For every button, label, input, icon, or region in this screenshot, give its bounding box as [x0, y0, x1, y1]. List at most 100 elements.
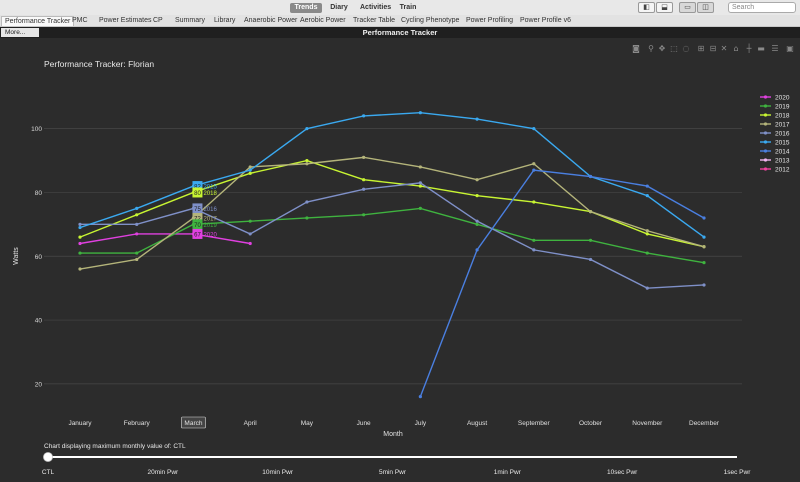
data-point-2018[interactable]: [305, 158, 309, 163]
data-point-2018[interactable]: [532, 200, 536, 204]
legend-label[interactable]: 2013: [775, 158, 790, 165]
data-point-2014[interactable]: [418, 395, 422, 399]
chart-tab-pmc[interactable]: PMC: [72, 17, 88, 24]
data-point-2017[interactable]: [532, 162, 536, 166]
chart-tab-anaerobic-power[interactable]: Anaerobic Power: [244, 17, 298, 24]
data-point-2019[interactable]: [588, 238, 593, 242]
zoom-out-icon[interactable]: ⊟: [710, 44, 717, 53]
data-point-2018[interactable]: [135, 213, 139, 217]
reset-axes-icon[interactable]: ⌂: [733, 44, 738, 53]
slider-stop-label[interactable]: 20min Pwr: [147, 469, 179, 476]
chart-tab-aerobic-power[interactable]: Aerobic Power: [300, 17, 346, 24]
slider-stop-label[interactable]: 1sec Pwr: [724, 469, 752, 476]
slider-stop-label[interactable]: CTL: [42, 469, 55, 476]
data-point-2019[interactable]: [645, 251, 649, 255]
lasso-icon[interactable]: ◌: [683, 44, 690, 53]
data-point-2019[interactable]: [702, 261, 706, 265]
plotly-logo-icon[interactable]: ▣: [786, 44, 794, 53]
data-point-2015[interactable]: [475, 117, 479, 121]
data-point-2018[interactable]: [475, 194, 479, 198]
slider-stop-label[interactable]: 5min Pwr: [379, 469, 407, 476]
data-point-2019[interactable]: [475, 222, 479, 226]
chart-tab-power-profiling[interactable]: Power Profiling: [466, 17, 514, 24]
mode-tab-activities[interactable]: Activities: [360, 4, 392, 11]
performance-chart[interactable]: ◙ ⚲ ✥ ⬚ ◌ ⊞ ⊟ ✕ ⌂ ┼ ▬ ☰ ▣ Performance Tracker: Floria…: [0, 38, 800, 482]
more-button[interactable]: More...: [1, 28, 39, 37]
search-input[interactable]: Search: [728, 2, 796, 13]
zoom-in-icon[interactable]: ⊞: [698, 44, 705, 53]
data-point-2019[interactable]: [532, 238, 536, 242]
data-point-2016[interactable]: [135, 222, 139, 226]
data-point-2014[interactable]: [702, 216, 706, 220]
legend-label[interactable]: 2020: [775, 95, 790, 102]
data-point-2016[interactable]: [305, 200, 309, 204]
data-point-2016[interactable]: [532, 248, 536, 252]
chart-tab-tracker-table[interactable]: Tracker Table: [353, 17, 396, 24]
legend-label[interactable]: 2017: [775, 122, 790, 129]
data-point-2017[interactable]: [135, 257, 139, 262]
series-line-2014[interactable]: [419, 169, 705, 397]
split-view-icon[interactable]: ◫: [697, 2, 714, 13]
data-point-2014[interactable]: [645, 184, 649, 188]
data-point-2020[interactable]: [248, 241, 252, 246]
series-line-2016[interactable]: [80, 182, 705, 289]
data-point-2016[interactable]: [588, 257, 593, 262]
camera-icon[interactable]: ◙: [632, 44, 640, 53]
data-point-2016[interactable]: [702, 283, 706, 287]
sidebar-left-icon[interactable]: ◧: [638, 2, 655, 13]
legend-label[interactable]: 2014: [775, 149, 790, 156]
hover-compare-icon[interactable]: ☰: [771, 44, 778, 53]
data-point-2019[interactable]: [78, 251, 82, 255]
chart-tab-power-estimates[interactable]: Power Estimates: [99, 17, 152, 24]
mode-tab-trends[interactable]: Trends: [290, 3, 322, 13]
data-point-2016[interactable]: [362, 187, 366, 191]
data-point-2017[interactable]: [362, 155, 366, 159]
data-point-2017[interactable]: [78, 267, 82, 271]
legend-label[interactable]: 2016: [775, 131, 790, 138]
autoscale-icon[interactable]: ✕: [721, 44, 728, 53]
data-point-2019[interactable]: [305, 216, 309, 220]
data-point-2018[interactable]: [248, 171, 252, 175]
legend-label[interactable]: 2012: [775, 167, 790, 174]
chart-tab-cp[interactable]: CP: [153, 17, 163, 24]
data-point-2020[interactable]: [78, 241, 82, 246]
chart-tab-cycling-phenotype[interactable]: Cycling Phenotype: [401, 17, 460, 24]
tile-view-icon[interactable]: ▭: [679, 2, 696, 13]
data-point-2016[interactable]: [418, 181, 422, 185]
data-point-2017[interactable]: [475, 178, 479, 182]
chart-tab-power-profile-v6[interactable]: Power Profile v6: [520, 17, 571, 24]
data-point-2018[interactable]: [418, 184, 422, 188]
data-point-2014[interactable]: [532, 168, 536, 172]
spike-lines-icon[interactable]: ┼: [746, 43, 752, 53]
data-point-2015[interactable]: [645, 194, 649, 198]
data-point-2017[interactable]: [248, 165, 252, 169]
data-point-2019[interactable]: [362, 213, 366, 217]
box-select-icon[interactable]: ⬚: [670, 44, 678, 53]
data-point-2016[interactable]: [248, 232, 252, 236]
series-line-2020[interactable]: [79, 233, 251, 245]
data-point-2019[interactable]: [248, 219, 252, 223]
data-point-2018[interactable]: [362, 178, 366, 182]
series-line-2015[interactable]: [79, 112, 705, 238]
data-point-2017[interactable]: [645, 229, 649, 233]
legend-label[interactable]: 2019: [775, 104, 790, 111]
chart-tab-summary[interactable]: Summary: [175, 17, 205, 24]
bottom-panel-icon[interactable]: ⬓: [656, 2, 673, 13]
slider-stop-label[interactable]: 1min Pwr: [494, 469, 522, 476]
pan-icon[interactable]: ✥: [659, 44, 666, 53]
data-point-2016[interactable]: [78, 222, 82, 226]
data-point-2015[interactable]: [702, 235, 706, 239]
data-point-2017[interactable]: [305, 162, 309, 166]
mode-tab-diary[interactable]: Diary: [330, 4, 348, 11]
data-point-2015[interactable]: [362, 114, 366, 118]
data-point-2015[interactable]: [78, 225, 82, 230]
data-point-2015[interactable]: [135, 206, 139, 211]
data-point-2017[interactable]: [418, 165, 422, 169]
data-point-2016[interactable]: [475, 219, 479, 223]
series-line-2019[interactable]: [80, 207, 705, 264]
data-point-2017[interactable]: [588, 210, 593, 214]
data-point-2018[interactable]: [645, 232, 649, 236]
slider-handle[interactable]: [43, 452, 53, 462]
data-point-2015[interactable]: [418, 111, 422, 115]
series-line-2017[interactable]: [79, 156, 705, 270]
